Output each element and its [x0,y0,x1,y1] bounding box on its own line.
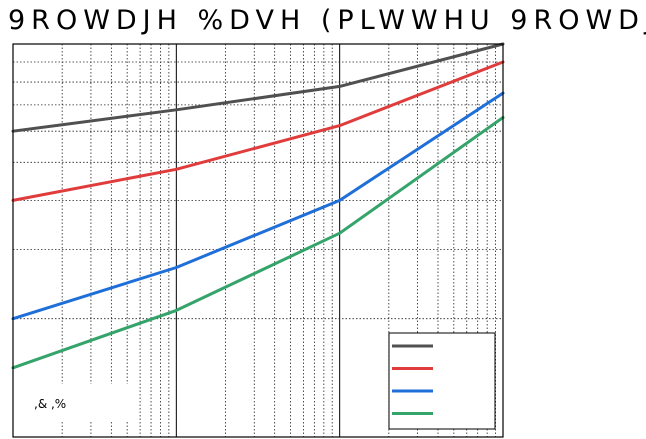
series-line-2 [11,60,505,202]
legend [388,332,496,430]
annotation-background [20,384,128,420]
plot-frame [12,43,504,438]
series-line-4 [11,116,505,370]
annotation-label: ,& ,% [34,397,66,411]
grid-lines [13,44,503,437]
series-line-1 [11,42,505,133]
annotation-box: ,& ,% [20,384,128,420]
chart-title: 9ROWDJH %DVH (PLWWHU 9ROWDJ [8,5,646,36]
series-line-3 [11,91,505,321]
series-layer [11,42,505,370]
